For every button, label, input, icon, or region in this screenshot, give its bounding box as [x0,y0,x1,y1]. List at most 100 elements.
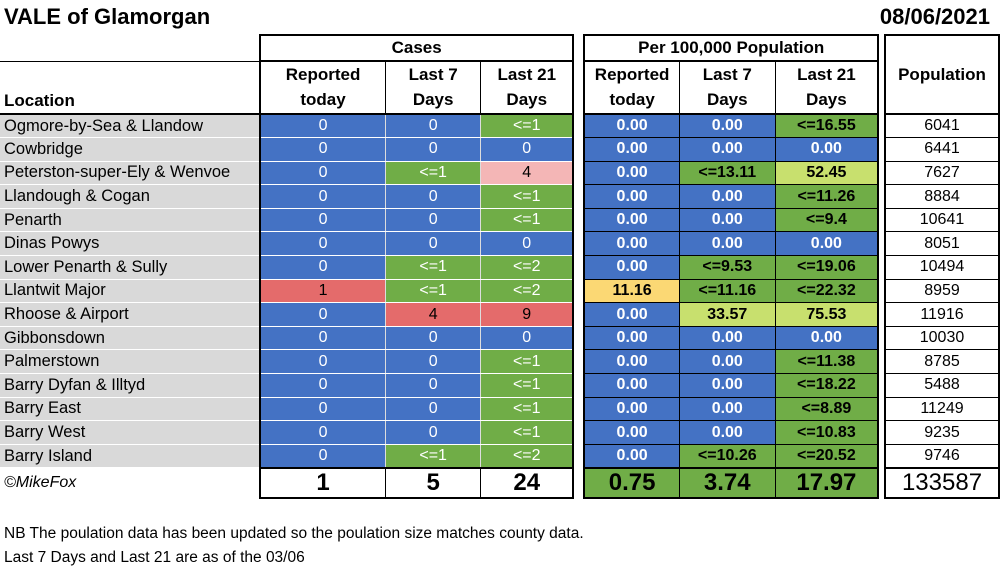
per100k-last21-cell: <=9.4 [775,208,880,233]
location-cell: Lower Penarth & Sully [0,255,261,280]
per100k-last21-cell: <=18.22 [775,373,880,398]
per100k-last21-cell: <=11.38 [775,349,880,375]
per100k-last7-cell: 33.57 [679,302,776,327]
column-header-row: Location Reported today Last 7 Days Last 2… [0,60,999,115]
per100k-last7-cell: 0.00 [679,231,776,257]
table-row: Dinas Powys 0 0 0 0.00 0.00 0.00 8051 [0,231,1000,257]
cases-last7-header: Last 7 Days [385,61,482,115]
population-cell: 8785 [884,349,1000,375]
table-row: Barry Dyfan & Illtyd 0 0 <=1 0.00 0.00 <… [0,373,1000,398]
cases-last21-cell: <=1 [480,373,575,398]
population-cell: 8959 [884,279,1000,304]
population-cell: 11249 [884,397,1000,422]
per100k-group-header: Per 100,000 Population [583,34,880,62]
location-cell: Barry East [0,397,261,422]
total-cases-last7: 5 [385,466,482,499]
cases-last7-cell: <=1 [385,279,482,304]
location-cell: Llantwit Major [0,279,261,304]
cases-last21-cell: <=2 [480,255,575,280]
per100k-last21-header: Last 21 Days [775,61,880,115]
population-cell: 7627 [884,161,1000,186]
signature: ©MikeFox [4,474,77,492]
location-header: Location [0,60,261,115]
report-date: 08/06/2021 [879,4,990,29]
cases-last7-cell: 0 [385,326,482,351]
cases-reported-cell: 0 [258,231,387,257]
cases-last7-cell: 0 [385,397,482,422]
per100k-last21-cell: <=19.06 [775,255,880,280]
per100k-last7-cell: 0.00 [679,208,776,233]
cases-last21-cell: <=1 [480,420,575,445]
per100k-reported-cell: 0.00 [583,349,680,375]
location-cell: Penarth [0,208,261,233]
table-row: Lower Penarth & Sully 0 <=1 <=2 0.00 <=9… [0,255,1000,280]
per100k-last21-cell: <=8.89 [775,397,880,422]
per100k-last21-cell: <=10.83 [775,420,880,445]
location-cell: Barry West [0,420,261,445]
footnotes: NB The poulation data has been updated s… [4,522,584,570]
population-cell: 9746 [884,444,1000,469]
per100k-reported-cell: 0.00 [583,255,680,280]
per100k-reported-cell: 0.00 [583,231,680,257]
cases-reported-cell: 1 [258,279,387,304]
per100k-reported-cell: 0.00 [583,397,680,422]
table-row: Barry Island 0 <=1 <=2 0.00 <=10.26 <=20… [0,444,1000,469]
per100k-last21-cell: 52.45 [775,161,880,186]
cases-last21-cell: 0 [480,137,575,162]
location-cell: Ogmore-by-Sea & Llandow [0,114,261,139]
population-cell: 10494 [884,255,1000,280]
location-cell: Peterston-super-Ely & Wenvoe [0,161,261,186]
total-population: 133587 [884,466,1000,499]
cases-reported-cell: 0 [258,114,387,139]
total-per100k-last21: 17.97 [775,466,880,499]
per100k-last21-cell: 0.00 [775,326,880,351]
per100k-reported-cell: 11.16 [583,279,680,304]
cases-last21-cell: <=1 [480,208,575,233]
cases-last21-cell: <=2 [480,444,575,469]
per100k-last21-cell: 75.53 [775,302,880,327]
population-header: Population [884,34,1000,115]
per100k-last7-cell: 0.00 [679,114,776,139]
cases-last7-cell: 0 [385,420,482,445]
per100k-last7-cell: 0.00 [679,137,776,162]
cases-last21-cell: 4 [480,161,575,186]
total-cases-last21: 24 [480,466,575,499]
cases-last7-cell: 0 [385,373,482,398]
cases-last7-cell: 0 [385,231,482,257]
location-cell: Dinas Powys [0,231,261,257]
cases-reported-cell: 0 [258,302,387,327]
cases-table: Cases Per 100,000 Population Population … [0,34,1000,499]
table-row: Llandough & Cogan 0 0 <=1 0.00 0.00 <=11… [0,184,1000,209]
per100k-last7-cell: 0.00 [679,373,776,398]
cases-reported-cell: 0 [258,137,387,162]
cases-last7-cell: <=1 [385,444,482,469]
per100k-last21-cell: <=11.26 [775,184,880,209]
per100k-reported-cell: 0.00 [583,373,680,398]
population-cell: 8051 [884,231,1000,257]
cases-last21-cell: <=1 [480,349,575,375]
table-row: Ogmore-by-Sea & Llandow 0 0 <=1 0.00 0.0… [0,114,1000,139]
cases-last7-cell: 0 [385,184,482,209]
per100k-last7-cell: <=10.26 [679,444,776,469]
cases-last21-cell: <=1 [480,114,575,139]
total-per100k-last7: 3.74 [679,466,776,499]
location-cell: Gibbonsdown [0,326,261,351]
per100k-reported-cell: 0.00 [583,326,680,351]
cases-group-header: Cases [258,34,575,62]
cases-last7-cell: 0 [385,137,482,162]
cases-last21-cell: <=1 [480,397,575,422]
location-cell: Barry Dyfan & Illtyd [0,373,261,398]
location-cell: Palmerstown [0,349,261,375]
total-per100k-reported: 0.75 [583,466,680,499]
cases-reported-cell: 0 [258,184,387,209]
cases-last7-cell: <=1 [385,161,482,186]
table-row: Barry East 0 0 <=1 0.00 0.00 <=8.89 1124… [0,397,1000,422]
population-cell: 10030 [884,326,1000,351]
table-row: Palmerstown 0 0 <=1 0.00 0.00 <=11.38 87… [0,349,1000,375]
per100k-reported-cell: 0.00 [583,161,680,186]
cases-last21-cell: 0 [480,326,575,351]
per100k-last7-cell: 0.00 [679,397,776,422]
cases-last21-header: Last 21 Days [480,61,575,115]
cases-reported-cell: 0 [258,208,387,233]
cases-reported-cell: 0 [258,420,387,445]
